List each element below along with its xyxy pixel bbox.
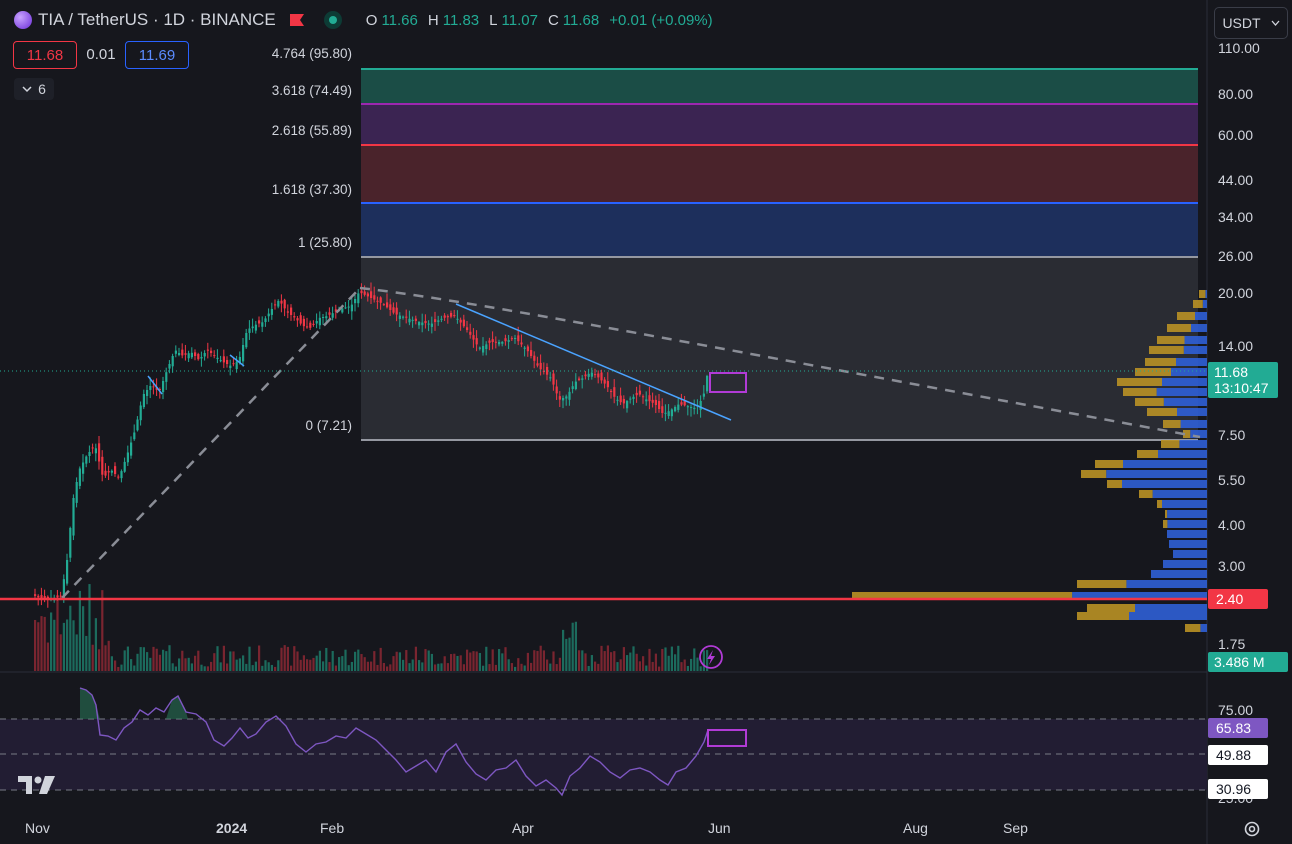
fib-zone-teal — [361, 69, 1198, 104]
market-open-icon — [323, 11, 342, 29]
chart-header: TIA / TetherUS · 1D · BINANCE O 11.66 H 11… — [0, 0, 1292, 40]
fib-label-3618: 3.618 (74.49) — [271, 83, 352, 98]
price-tick: 20.00 — [1218, 285, 1254, 301]
rsi-line — [79, 687, 709, 797]
fib-zone-red — [361, 145, 1198, 203]
fib-extension-zones — [361, 68, 1198, 441]
price-tick: 34.00 — [1218, 209, 1254, 225]
price-tick: 3.00 — [1218, 558, 1246, 574]
symbol-logo-icon — [14, 11, 32, 29]
flag-icon[interactable] — [289, 14, 304, 26]
time-tick: Feb — [320, 820, 345, 836]
tradingview-logo-icon[interactable] — [18, 774, 56, 796]
rsi-pane — [0, 687, 1207, 797]
descending-dashed-trendline — [359, 286, 1201, 439]
rsi-tick: 75.00 — [1218, 702, 1254, 718]
bar-countdown: 13:10:47 — [1214, 380, 1269, 396]
fib-zone-purple — [361, 104, 1198, 145]
price-tick: 60.00 — [1218, 127, 1254, 143]
gear-icon[interactable] — [1243, 820, 1261, 838]
rsi-ma-badge: 49.88 — [1208, 745, 1268, 765]
price-tick: 80.00 — [1218, 86, 1254, 102]
chevron-down-icon — [1271, 20, 1280, 26]
time-tick: Sep — [1003, 820, 1028, 836]
fib-label-2618: 2.618 (55.89) — [271, 123, 352, 138]
fib-label-1: 1 (25.80) — [297, 235, 352, 250]
sell-price-button[interactable]: 11.68 — [13, 41, 77, 69]
time-tick: Aug — [903, 820, 928, 836]
fib-label-0: 0 (7.21) — [305, 418, 352, 433]
chevron-down-icon — [22, 86, 32, 93]
currency-select[interactable]: USDT — [1214, 7, 1288, 39]
currency-label: USDT — [1222, 15, 1261, 31]
ohlc-readout: O 11.66 H 11.83 L 11.07 C 11.68 +0.01 (+0.09… — [365, 11, 713, 29]
price-tick: 4.00 — [1218, 517, 1246, 533]
descending-trendline — [455, 303, 732, 421]
indicators-toggle-button[interactable]: 6 — [14, 78, 54, 100]
volume-profile — [852, 290, 1207, 632]
fib-label-1618: 1.618 (37.30) — [271, 182, 352, 197]
flash-icon[interactable] — [699, 645, 723, 669]
rsi-value-badge: 65.83 — [1208, 718, 1268, 738]
price-target-box — [709, 372, 747, 393]
support-price-badge: 2.40 — [1208, 589, 1268, 609]
change-readout: +0.01 (+0.09%) — [609, 11, 713, 29]
last-price-badge: 11.68 13:10:47 — [1208, 362, 1278, 398]
time-tick: Nov — [25, 820, 50, 836]
symbol-title[interactable]: TIA / TetherUS · 1D · BINANCE — [38, 10, 276, 29]
rsi-target-box — [707, 729, 747, 747]
price-tick: 7.50 — [1218, 427, 1246, 443]
time-tick: Apr — [512, 820, 534, 836]
volume-badge: 3.486 M — [1208, 652, 1288, 672]
price-tick: 1.75 — [1218, 636, 1246, 652]
indicators-count: 6 — [38, 81, 46, 97]
rsi-low-badge: 30.96 — [1208, 779, 1268, 799]
fib-zone-gray — [361, 257, 1198, 440]
price-tick: 14.00 — [1218, 338, 1254, 354]
price-tick: 110.00 — [1218, 40, 1260, 56]
volume-bars — [34, 584, 709, 671]
price-tick: 26.00 — [1218, 248, 1254, 264]
fib-base-dashed-line — [61, 287, 361, 599]
fib-zone-blue — [361, 203, 1198, 257]
price-tick: 44.00 — [1218, 172, 1254, 188]
candlesticks — [34, 282, 709, 608]
spread-value: 0.01 — [86, 45, 116, 63]
price-tick: 5.50 — [1218, 472, 1246, 488]
fib-label-4764: 4.764 (95.80) — [271, 46, 352, 61]
time-tick: 2024 — [216, 820, 248, 836]
time-tick: Jun — [708, 820, 731, 836]
buy-price-button[interactable]: 11.69 — [125, 41, 189, 69]
